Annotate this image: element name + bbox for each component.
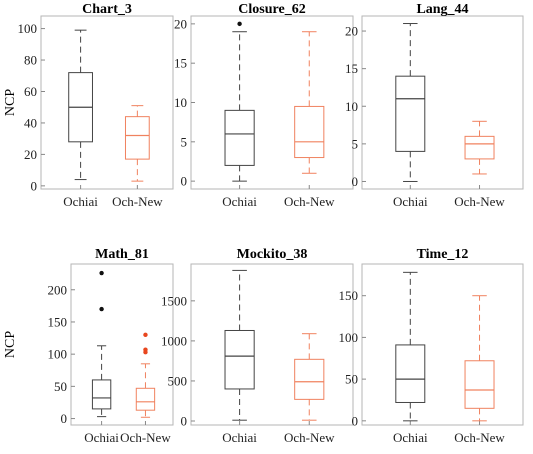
box-och-new bbox=[294, 333, 325, 421]
y-tick-label: 0 bbox=[31, 178, 38, 193]
axes-frame bbox=[361, 263, 524, 426]
y-tick-label: 50 bbox=[54, 379, 67, 394]
iqr-box bbox=[395, 75, 426, 152]
outlier-point bbox=[143, 332, 148, 338]
y-axis-label: NCP bbox=[3, 89, 18, 116]
category-label: Ochiai bbox=[63, 194, 98, 209]
box-ochiai bbox=[395, 271, 426, 422]
box-ochiai bbox=[224, 269, 255, 421]
y-tick-label: 0 bbox=[181, 413, 188, 428]
box-ochiai bbox=[68, 29, 93, 181]
axes-frame bbox=[40, 15, 174, 190]
box-ochiai bbox=[395, 23, 426, 182]
y-tick-label: 15 bbox=[174, 56, 187, 71]
y-tick-label: 40 bbox=[24, 115, 37, 130]
y-tick-label: 20 bbox=[24, 147, 37, 162]
y-tick-label: 0 bbox=[352, 413, 359, 428]
outlier-point bbox=[143, 347, 148, 352]
axes-frame bbox=[70, 263, 174, 426]
axes-frame bbox=[190, 15, 354, 190]
box-och-new bbox=[294, 31, 325, 174]
iqr-box bbox=[395, 344, 426, 403]
y-axis-label: NCP bbox=[3, 331, 18, 358]
category-label: Och-New bbox=[454, 430, 505, 445]
y-tick-label: 20 bbox=[345, 24, 358, 39]
box-och-new bbox=[464, 120, 495, 175]
category-label: Ochiai bbox=[393, 430, 428, 445]
outlier-point bbox=[99, 306, 104, 312]
panel-title: Chart_3 bbox=[82, 2, 132, 17]
iqr-box bbox=[135, 387, 156, 411]
category-label: Och-New bbox=[454, 194, 505, 209]
outlier-point bbox=[99, 270, 104, 276]
category-label: Och-New bbox=[284, 430, 335, 445]
category-label: Ochiai bbox=[222, 430, 257, 445]
panel-math-81: Math_81 0 50 100 150 200 NCP Ochiai Och-New bbox=[3, 247, 174, 445]
panel-title: Closure_62 bbox=[238, 2, 305, 17]
y-tick-label: 5 bbox=[181, 134, 188, 149]
category-label: Och-New bbox=[284, 194, 335, 209]
y-tick-label: 0 bbox=[61, 411, 68, 426]
y-tick-label: 100 bbox=[339, 330, 359, 345]
y-tick-label: 10 bbox=[345, 99, 358, 114]
y-tick-label: 15 bbox=[345, 61, 358, 76]
panel-closure-62: Closure_62 0 5 10 15 20 Ochiai Och-New bbox=[174, 2, 354, 209]
iqr-box bbox=[124, 116, 150, 160]
y-tick-label: 500 bbox=[168, 373, 188, 388]
iqr-box bbox=[294, 105, 325, 159]
panel-lang-44: Lang_44 0 5 10 15 20 Ochiai Och-New bbox=[345, 2, 524, 209]
panel-chart-3: Chart_3 0 20 40 60 80 100 NCP Ochiai Och-New bbox=[3, 2, 174, 209]
panel-title: Lang_44 bbox=[416, 2, 468, 17]
category-label: Ochiai bbox=[393, 194, 428, 209]
y-tick-label: 200 bbox=[48, 282, 68, 297]
y-tick-label: 1000 bbox=[161, 333, 187, 348]
y-tick-label: 10 bbox=[174, 95, 187, 110]
iqr-box bbox=[224, 109, 255, 166]
iqr-box bbox=[464, 360, 495, 409]
box-ochiai bbox=[91, 270, 112, 418]
y-tick-label: 100 bbox=[18, 21, 38, 36]
axes-frame bbox=[190, 263, 354, 426]
outlier-point bbox=[237, 21, 242, 27]
category-label: Ochiai bbox=[222, 194, 257, 209]
y-tick-label: 50 bbox=[345, 372, 358, 387]
category-label: Och-New bbox=[120, 430, 171, 445]
box-och-new bbox=[124, 105, 150, 182]
box-ochiai bbox=[224, 21, 255, 182]
y-tick-label: 0 bbox=[352, 174, 359, 189]
y-tick-label: 150 bbox=[339, 288, 359, 303]
box-och-new bbox=[464, 295, 495, 422]
panel-time-12: Time_12 0 50 100 150 Ochiai Och-New bbox=[339, 247, 524, 445]
y-tick-label: 1500 bbox=[161, 293, 187, 308]
iqr-box bbox=[224, 329, 255, 390]
panel-title: Mockito_38 bbox=[237, 247, 308, 262]
y-tick-label: 5 bbox=[352, 136, 359, 151]
y-tick-label: 100 bbox=[48, 347, 68, 362]
y-tick-label: 0 bbox=[181, 174, 188, 189]
panel-title: Time_12 bbox=[417, 247, 469, 262]
category-label: Och-New bbox=[112, 194, 163, 209]
axes-frame bbox=[361, 15, 524, 190]
y-tick-label: 150 bbox=[48, 314, 68, 329]
iqr-box bbox=[464, 135, 495, 160]
box-och-new bbox=[135, 332, 156, 418]
category-label: Ochiai bbox=[84, 430, 119, 445]
panel-title: Math_81 bbox=[95, 247, 149, 262]
panel-mockito-38: Mockito_38 0 500 1000 1500 Ochiai Och-New bbox=[161, 247, 354, 445]
y-tick-label: 60 bbox=[24, 84, 37, 99]
y-tick-label: 20 bbox=[174, 16, 187, 31]
iqr-box bbox=[91, 379, 112, 410]
iqr-box bbox=[294, 358, 325, 400]
y-tick-label: 80 bbox=[24, 53, 37, 68]
